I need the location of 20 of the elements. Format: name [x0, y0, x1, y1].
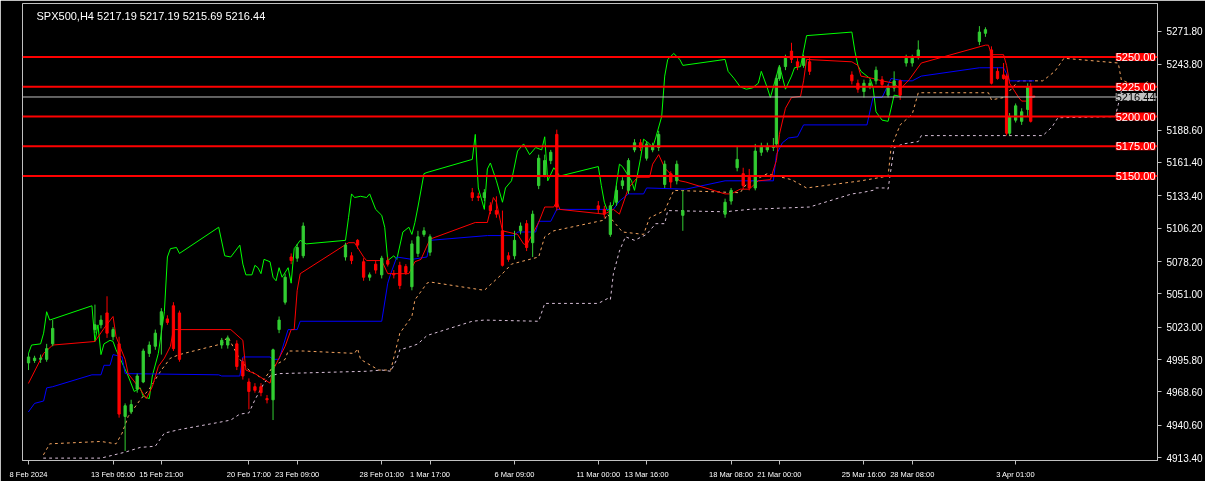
y-tick-label: 5161.40 — [1166, 157, 1204, 169]
ref-line-label: 5200.00 — [1115, 110, 1156, 123]
y-tick-label: 5106.20 — [1166, 223, 1204, 235]
y-tick-label: 5078.20 — [1166, 256, 1204, 268]
ref-line-label: 5216.44 — [1115, 90, 1156, 103]
y-tick-label: 5023.00 — [1166, 322, 1204, 334]
y-tick-label: 4968.60 — [1166, 386, 1204, 398]
y-tick-label: 5188.60 — [1166, 125, 1204, 137]
ref-line-label: 5250.00 — [1115, 51, 1156, 64]
y-tick-label: 5243.80 — [1166, 59, 1204, 71]
y-tick-label: 4995.80 — [1166, 354, 1204, 366]
ref-line-label: 5225.00 — [1115, 80, 1156, 93]
y-tick-label: 5051.00 — [1166, 288, 1204, 300]
ref-line-label: 5150.00 — [1115, 170, 1156, 183]
y-tick-label: 5133.40 — [1166, 190, 1204, 202]
text: SPX500,H4 5217.19 5217.19 5215.69 5216.44 — [36, 9, 266, 22]
y-tick-label: 5271.80 — [1166, 26, 1204, 38]
y-tick-label: 4940.60 — [1166, 420, 1204, 432]
ref-line-label: 5175.00 — [1115, 140, 1156, 153]
y-tick-label: 4913.40 — [1166, 452, 1204, 464]
